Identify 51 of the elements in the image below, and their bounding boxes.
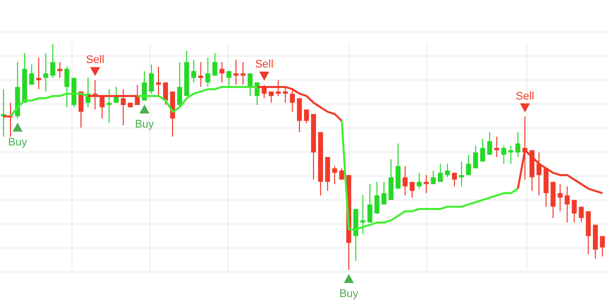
annotation: Sell (516, 90, 534, 102)
candlestick (416, 172, 422, 190)
candlestick (600, 236, 605, 257)
candlestick (402, 166, 408, 196)
candlestick (64, 66, 70, 108)
candlestick (487, 132, 492, 156)
text: Buy (339, 288, 359, 300)
candlestick (480, 138, 486, 162)
candlestick (120, 88, 126, 126)
candlestick (452, 172, 457, 187)
candlestick (142, 70, 147, 101)
candlestick (367, 184, 372, 224)
candlestick (148, 64, 154, 94)
candlestick (515, 132, 520, 158)
candlestick (191, 59, 196, 83)
candlestick (374, 181, 380, 214)
candlestick (163, 82, 168, 106)
candlestick (177, 62, 182, 108)
candlestick (332, 166, 338, 185)
candlestick (578, 206, 584, 224)
candlestick (304, 109, 309, 124)
candlestick (438, 163, 443, 182)
candlestick (382, 181, 386, 205)
candlestick (212, 52, 218, 76)
candlestick (114, 86, 119, 104)
candlestick (444, 163, 450, 178)
candlestick (296, 98, 302, 133)
candlestick (508, 145, 514, 164)
candlestick (459, 161, 464, 187)
annotation: Sell (255, 58, 274, 71)
candlestick (43, 52, 48, 92)
candlestick (410, 181, 415, 198)
annotation: Buy (8, 136, 28, 149)
annotation: Sell (86, 54, 104, 66)
candlestick (226, 70, 232, 88)
candlestick (396, 142, 401, 190)
candlestick (473, 145, 478, 169)
candlestick (430, 170, 436, 185)
candlestick (572, 199, 577, 224)
candlestick (466, 154, 472, 176)
candlestick (29, 64, 34, 86)
candlestick (290, 88, 295, 112)
candlestick (50, 44, 56, 78)
candlestick (219, 62, 224, 83)
candlestick (564, 186, 570, 224)
candlestick (388, 158, 394, 200)
candlestick (558, 184, 563, 212)
candlestick (198, 62, 204, 88)
annotation: Buy (134, 118, 154, 130)
candlestick (205, 57, 210, 88)
candlestick (100, 95, 105, 120)
